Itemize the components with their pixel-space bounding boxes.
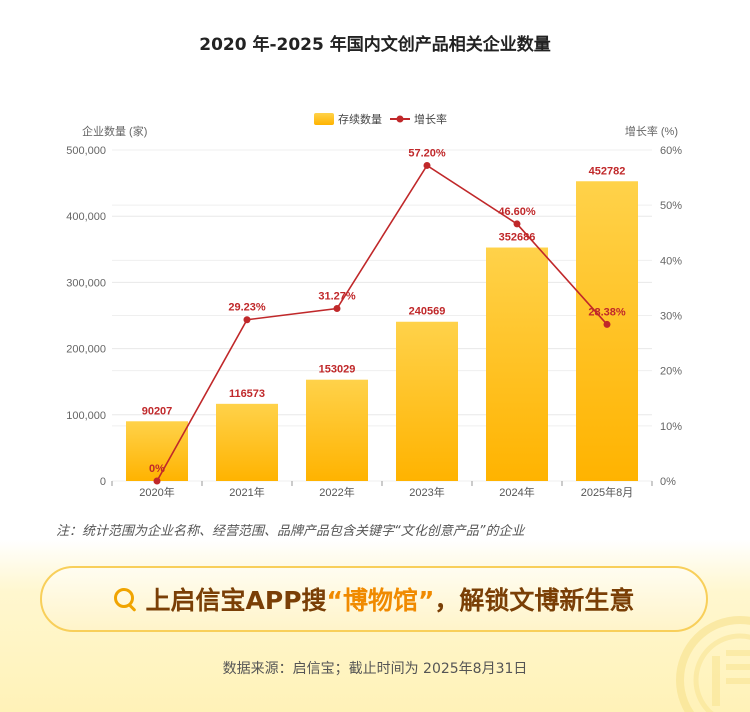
bar-data-label: 116573 xyxy=(229,388,265,400)
legend-bar-swatch xyxy=(314,113,334,125)
bar xyxy=(306,379,368,481)
search-banner-keyword: “博物馆” xyxy=(326,586,435,615)
data-source: 数据来源：启信宝；截止时间为 2025年8月31日 xyxy=(222,661,528,677)
y-left-tick-label: 300,000 xyxy=(66,277,106,289)
growth-rate-line xyxy=(156,164,608,482)
legend-bar-label: 存续数量 xyxy=(338,112,382,126)
growth-rate-label: 0% xyxy=(149,463,165,475)
bar-data-label: 153029 xyxy=(319,364,356,376)
y-axis-left-label: 企业数量 (家) xyxy=(82,124,147,138)
y-right-tick-label: 0% xyxy=(660,476,676,488)
legend: 存续数量 增长率 xyxy=(314,112,447,126)
search-banner-prefix: 上启信宝APP搜 xyxy=(145,586,327,615)
x-tick-label: 2025年8月 xyxy=(581,485,634,499)
footnote: 注：统计范围为企业名称、经营范围、品牌产品包含关键字“文化创意产品”的企业 xyxy=(56,524,525,539)
bar xyxy=(396,321,458,481)
bar-data-label: 90207 xyxy=(142,405,173,417)
search-banner-suffix: ，解锁文博新生意 xyxy=(434,586,635,615)
y-right-tick-label: 60% xyxy=(660,145,682,157)
bar xyxy=(486,247,548,481)
y-right-tick-label: 50% xyxy=(660,200,682,212)
y-right-tick-label: 40% xyxy=(660,255,682,267)
combo-chart: 存续数量 增长率 企业数量 (家) 增长率 (%) 0 100,000 200,00… xyxy=(66,112,682,499)
y-right-tick-label: 10% xyxy=(660,421,682,433)
bar xyxy=(126,421,188,481)
y-right-tick-label: 20% xyxy=(660,366,682,378)
x-tick-label: 2020年 xyxy=(139,485,174,499)
x-tick-label: 2021年 xyxy=(229,485,264,499)
growth-rate-point xyxy=(603,320,611,328)
growth-rate-label: 57.20% xyxy=(408,147,446,159)
x-tick-label: 2024年 xyxy=(499,485,534,499)
y-left-tick-label: 0 xyxy=(100,476,106,488)
y-left-tick-label: 400,000 xyxy=(66,211,106,223)
y-left-tick-label: 500,000 xyxy=(66,145,106,157)
x-tick-label: 2023年 xyxy=(409,485,444,499)
bar-data-label: 452782 xyxy=(589,165,626,177)
y-left-tick-label: 100,000 xyxy=(66,410,106,422)
search-icon xyxy=(113,588,136,612)
growth-rate-point xyxy=(333,304,341,312)
y-right-tick-label: 30% xyxy=(660,311,682,323)
growth-rate-label: 46.60% xyxy=(498,206,536,218)
growth-rate-label: 31.27% xyxy=(318,290,356,302)
growth-rate-point xyxy=(513,220,521,228)
legend-line-label: 增长率 xyxy=(414,112,447,126)
y-axis-right-label: 增长率 (%) xyxy=(625,124,678,138)
bar-data-label: 240569 xyxy=(409,306,446,318)
legend-line-marker xyxy=(396,115,404,123)
brand-watermark-icon xyxy=(660,600,750,712)
growth-rate-point xyxy=(243,316,251,324)
chart-title: 2020 年-2025 年国内文创产品相关企业数量 xyxy=(199,35,551,55)
bar xyxy=(576,181,638,482)
growth-rate-label: 29.23% xyxy=(228,302,266,314)
search-banner[interactable]: 上启信宝APP搜 “博物馆” ，解锁文博新生意 xyxy=(40,566,708,632)
y-left-tick-label: 200,000 xyxy=(66,344,106,356)
x-tick-label: 2022年 xyxy=(319,485,354,499)
growth-rate-label: 28.38% xyxy=(588,306,626,318)
growth-rate-point xyxy=(423,161,431,169)
bar xyxy=(216,403,278,481)
growth-rate-point xyxy=(153,477,161,485)
